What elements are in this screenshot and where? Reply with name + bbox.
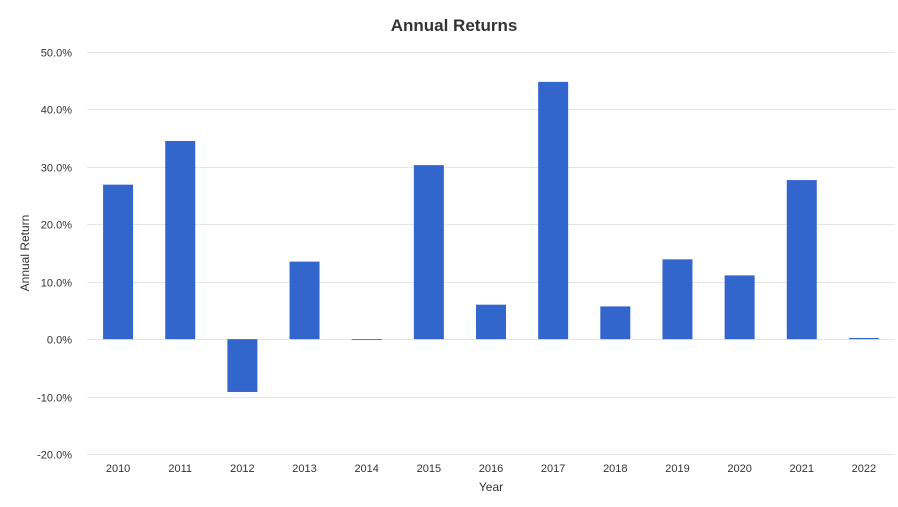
bar-2017[interactable] bbox=[538, 81, 569, 340]
bar-2016[interactable] bbox=[476, 304, 506, 340]
y-axis-ticks: -20.0% -10.0% 0.0% 10.0% 20.0% 30.0% 40.0% 50.0… bbox=[37, 48, 72, 462]
x-tick-label: 2013 bbox=[292, 463, 316, 475]
x-tick-label: 2018 bbox=[603, 463, 627, 475]
bar-2021[interactable] bbox=[786, 180, 817, 340]
x-tick-label: 2015 bbox=[417, 463, 441, 475]
y-tick-label: 20.0% bbox=[41, 220, 72, 232]
chart-title: Annual Returns bbox=[391, 16, 518, 35]
gridlines bbox=[87, 52, 895, 455]
x-axis-ticks: 2010 2011 2012 2013 2014 2015 2016 2017 2018 2019… bbox=[106, 463, 876, 475]
y-axis-title: Annual Return bbox=[18, 215, 32, 292]
y-tick-label: 30.0% bbox=[41, 163, 72, 175]
x-tick-label: 2020 bbox=[727, 463, 751, 475]
y-tick-label: -10.0% bbox=[37, 393, 72, 405]
bars bbox=[103, 81, 879, 392]
bar-2018[interactable] bbox=[600, 306, 631, 340]
bar-2013[interactable] bbox=[289, 261, 320, 340]
bar-2019[interactable] bbox=[662, 259, 693, 340]
x-tick-label: 2014 bbox=[354, 463, 378, 475]
bar-2012[interactable] bbox=[227, 339, 258, 392]
y-tick-label: -20.0% bbox=[37, 450, 72, 462]
y-tick-label: 50.0% bbox=[41, 48, 72, 60]
y-tick-label: 10.0% bbox=[41, 278, 72, 290]
bar-2011[interactable] bbox=[165, 141, 196, 340]
x-tick-label: 2012 bbox=[230, 463, 254, 475]
x-tick-label: 2022 bbox=[852, 463, 876, 475]
x-tick-label: 2016 bbox=[479, 463, 503, 475]
y-tick-label: 40.0% bbox=[41, 105, 72, 117]
x-tick-label: 2019 bbox=[665, 463, 689, 475]
bar-2015[interactable] bbox=[413, 165, 444, 340]
x-axis-title: Year bbox=[479, 480, 503, 494]
x-tick-label: 2011 bbox=[168, 463, 192, 475]
x-tick-label: 2017 bbox=[541, 463, 565, 475]
x-tick-label: 2021 bbox=[790, 463, 814, 475]
bar-2020[interactable] bbox=[724, 275, 755, 340]
bar-2014[interactable] bbox=[351, 339, 382, 340]
y-tick-label: 0.0% bbox=[47, 335, 72, 347]
bar-2010[interactable] bbox=[103, 184, 134, 340]
bar-2022[interactable] bbox=[848, 337, 879, 340]
x-tick-label: 2010 bbox=[106, 463, 130, 475]
